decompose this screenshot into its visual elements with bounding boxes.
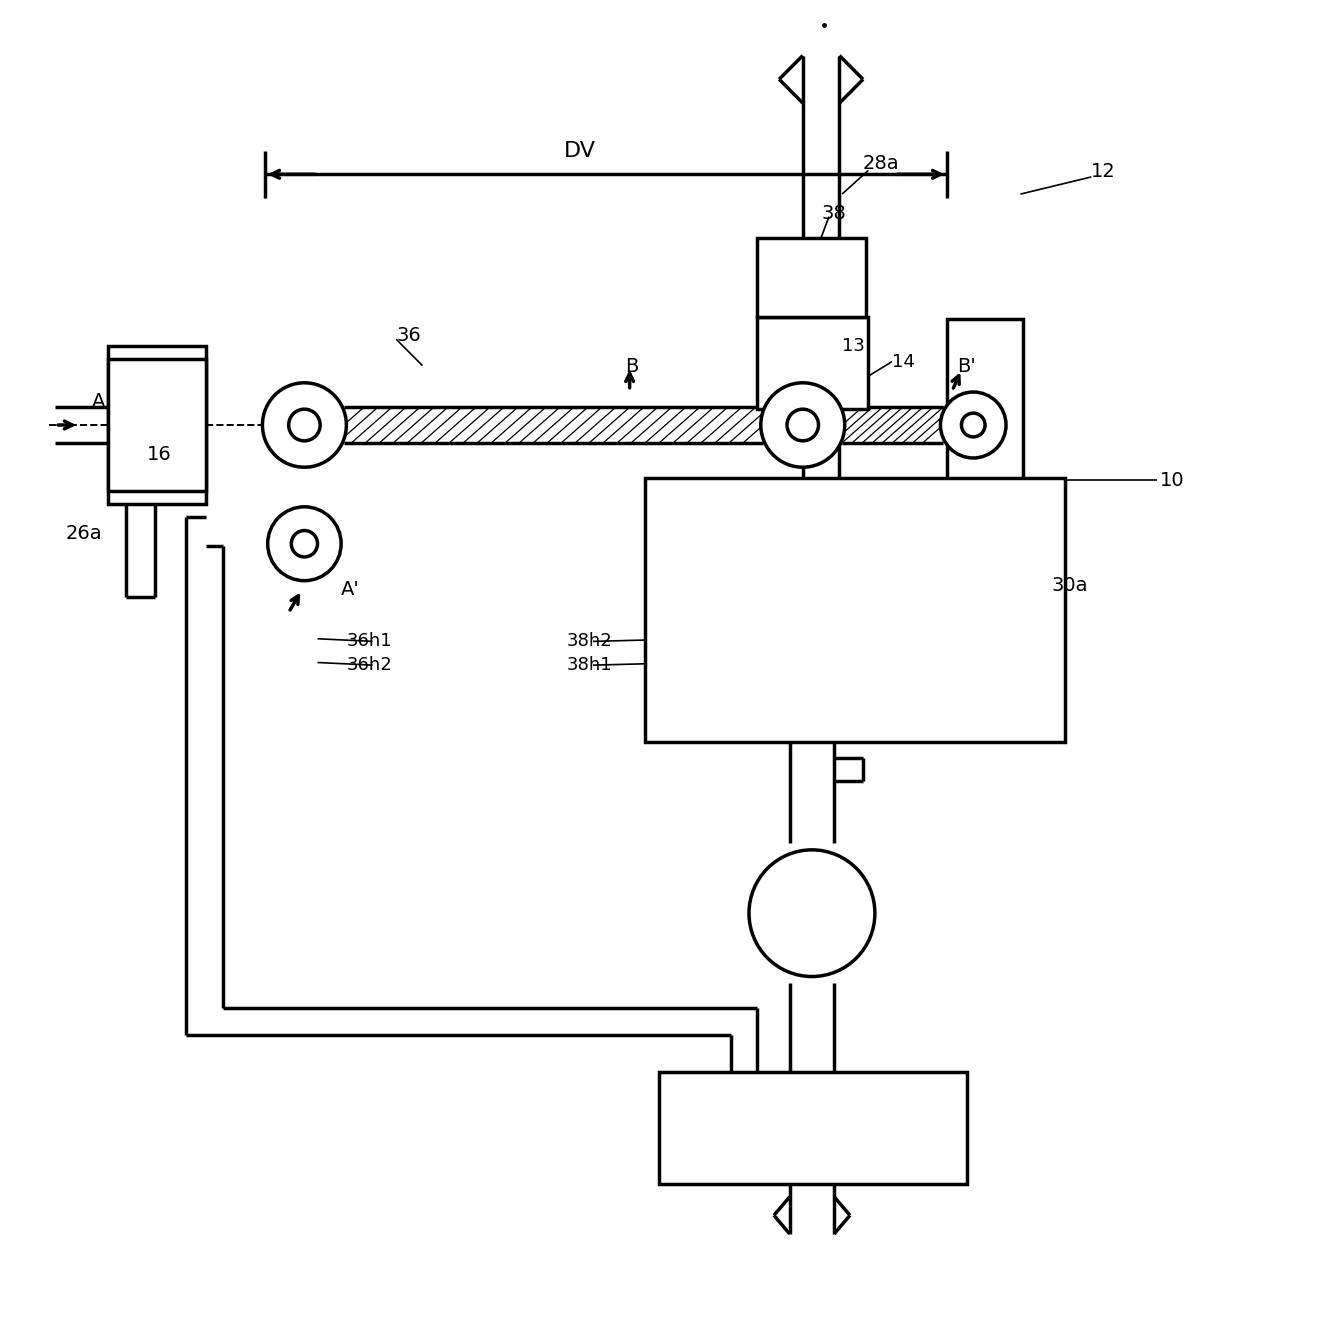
Text: 16: 16 <box>148 444 171 464</box>
Circle shape <box>291 530 317 556</box>
Bar <box>947 319 1023 510</box>
Circle shape <box>262 383 346 468</box>
Circle shape <box>749 849 874 977</box>
Text: 10: 10 <box>1159 470 1184 490</box>
Bar <box>108 346 205 505</box>
Circle shape <box>267 506 341 580</box>
Bar <box>658 1072 967 1183</box>
Circle shape <box>961 413 985 437</box>
Bar <box>757 317 868 409</box>
Circle shape <box>288 409 320 441</box>
Circle shape <box>788 409 818 441</box>
Bar <box>757 237 865 317</box>
Text: 13: 13 <box>842 337 865 355</box>
Text: A: A <box>92 392 105 411</box>
Text: 28a: 28a <box>863 154 900 174</box>
Text: 38h2: 38h2 <box>566 632 612 651</box>
Bar <box>108 359 205 492</box>
Text: B: B <box>626 358 639 376</box>
Text: 38h1: 38h1 <box>566 656 612 674</box>
Text: DV: DV <box>564 140 595 160</box>
Text: 30a: 30a <box>1052 576 1088 595</box>
Bar <box>645 478 1065 742</box>
Text: 36h1: 36h1 <box>346 632 392 651</box>
Text: A': A' <box>341 580 360 599</box>
Text: 38: 38 <box>820 204 846 224</box>
Circle shape <box>761 383 844 468</box>
Text: 36: 36 <box>396 326 421 344</box>
Text: 36h2: 36h2 <box>346 656 392 674</box>
Circle shape <box>940 392 1006 458</box>
Text: 12: 12 <box>1092 162 1115 182</box>
Text: 14: 14 <box>892 352 915 371</box>
Text: B': B' <box>957 358 976 376</box>
Text: 26a: 26a <box>66 523 103 543</box>
